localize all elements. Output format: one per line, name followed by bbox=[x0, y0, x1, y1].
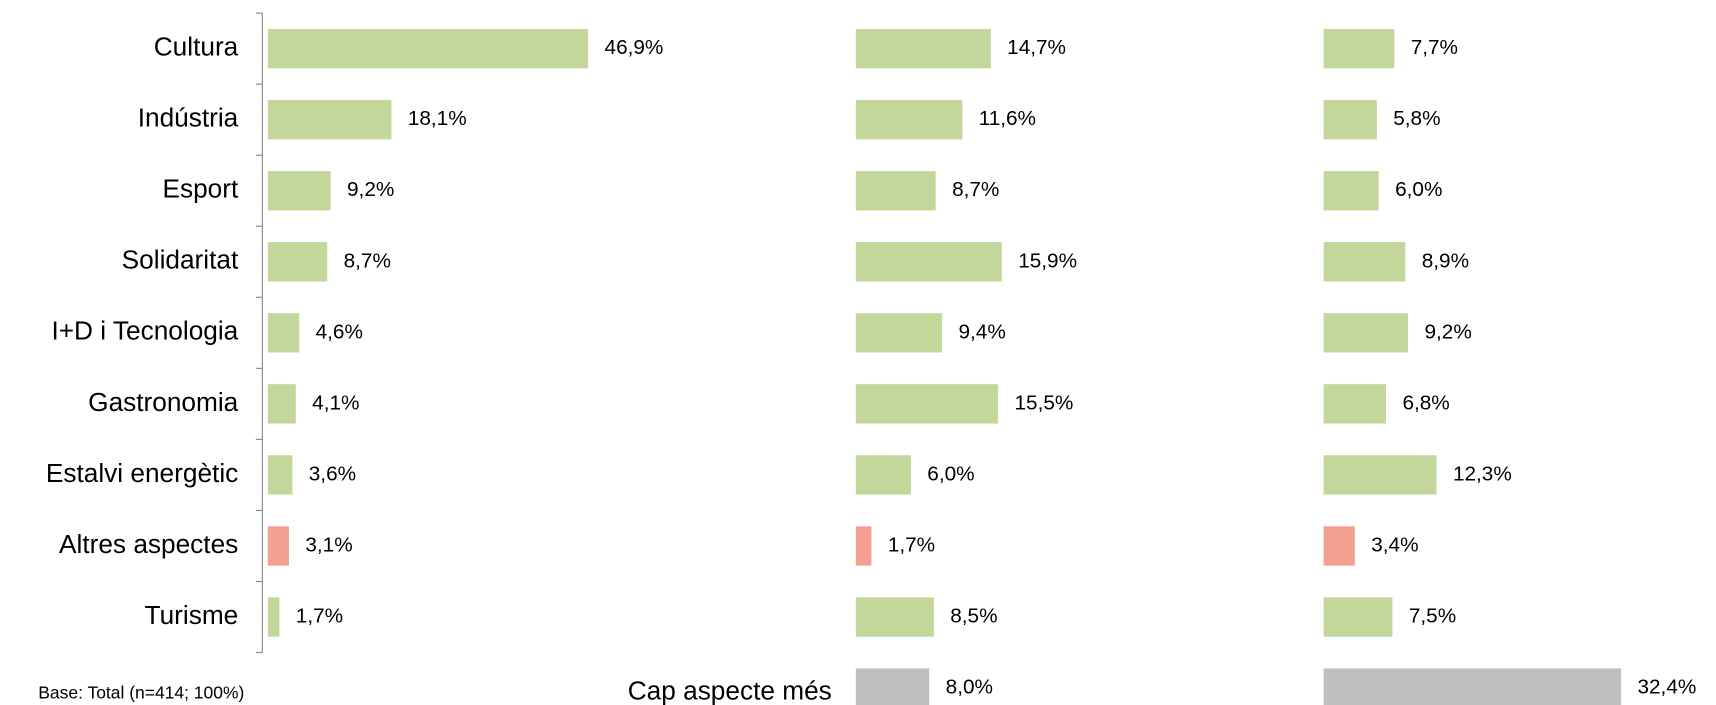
category-label: Turisme bbox=[145, 600, 239, 630]
value-label: 4,6% bbox=[316, 320, 363, 343]
value-label: 4,1% bbox=[312, 391, 359, 414]
bar bbox=[267, 313, 300, 353]
bar bbox=[1323, 100, 1377, 140]
value-label: 5,8% bbox=[1393, 107, 1440, 130]
bar bbox=[267, 526, 289, 566]
value-label: 8,7% bbox=[952, 178, 999, 201]
category-label: Cap aspecte més bbox=[628, 675, 832, 705]
bar bbox=[855, 526, 872, 566]
bar bbox=[855, 28, 991, 69]
category-label: Esport bbox=[162, 174, 238, 204]
bar bbox=[267, 455, 293, 495]
category-label: Indústria bbox=[138, 103, 239, 133]
value-label: 8,0% bbox=[946, 676, 993, 699]
category-label: Estalvi energètic bbox=[46, 458, 238, 488]
bar bbox=[1323, 28, 1395, 69]
bar bbox=[1323, 171, 1379, 211]
value-label: 15,5% bbox=[1015, 391, 1074, 414]
footnote: Base: Total (n=414; 100%) bbox=[38, 683, 244, 703]
bar bbox=[267, 384, 296, 424]
value-label: 8,9% bbox=[1422, 249, 1469, 272]
bar bbox=[1323, 597, 1393, 637]
bar bbox=[1323, 526, 1355, 566]
value-label: 8,5% bbox=[950, 604, 997, 627]
bar bbox=[855, 597, 934, 637]
value-label: 32,4% bbox=[1637, 676, 1696, 699]
category-label: Cultura bbox=[154, 32, 239, 62]
bar bbox=[1323, 455, 1437, 495]
bar bbox=[267, 597, 280, 637]
bar bbox=[1323, 668, 1622, 705]
value-label: 1,7% bbox=[888, 533, 935, 556]
value-label: 12,3% bbox=[1453, 462, 1512, 485]
value-label: 6,0% bbox=[927, 462, 974, 485]
value-label: 3,4% bbox=[1371, 533, 1418, 556]
value-label: 3,6% bbox=[309, 462, 356, 485]
value-label: 1,7% bbox=[296, 604, 343, 627]
value-label: 9,2% bbox=[347, 178, 394, 201]
bar bbox=[267, 28, 589, 69]
bar bbox=[1323, 313, 1409, 353]
category-label: Solidaritat bbox=[122, 245, 239, 275]
bar bbox=[855, 100, 963, 140]
bar bbox=[1323, 242, 1406, 282]
value-label: 6,0% bbox=[1395, 178, 1442, 201]
value-label: 6,8% bbox=[1402, 391, 1449, 414]
bar bbox=[267, 100, 392, 140]
value-label: 11,6% bbox=[979, 107, 1036, 130]
value-label: 15,9% bbox=[1018, 249, 1077, 272]
value-label: 9,4% bbox=[959, 320, 1006, 343]
bar bbox=[267, 171, 331, 211]
bar bbox=[1323, 384, 1387, 424]
value-label: 3,1% bbox=[305, 533, 352, 556]
bar bbox=[855, 171, 936, 211]
category-label: Gastronomia bbox=[88, 387, 239, 417]
bar bbox=[855, 242, 1002, 282]
value-label: 7,5% bbox=[1409, 604, 1456, 627]
value-label: 46,9% bbox=[605, 36, 664, 59]
bar bbox=[855, 455, 911, 495]
value-label: 7,7% bbox=[1411, 36, 1458, 59]
category-label: I+D i Tecnologia bbox=[51, 316, 238, 346]
bar bbox=[855, 668, 930, 705]
category-label: Altres aspectes bbox=[59, 529, 238, 559]
value-label: 9,2% bbox=[1424, 320, 1471, 343]
value-label: 18,1% bbox=[408, 107, 467, 130]
bar bbox=[855, 313, 943, 353]
value-label: 14,7% bbox=[1007, 36, 1066, 59]
bar bbox=[267, 242, 328, 282]
bar bbox=[855, 384, 999, 424]
value-label: 8,7% bbox=[344, 249, 391, 272]
